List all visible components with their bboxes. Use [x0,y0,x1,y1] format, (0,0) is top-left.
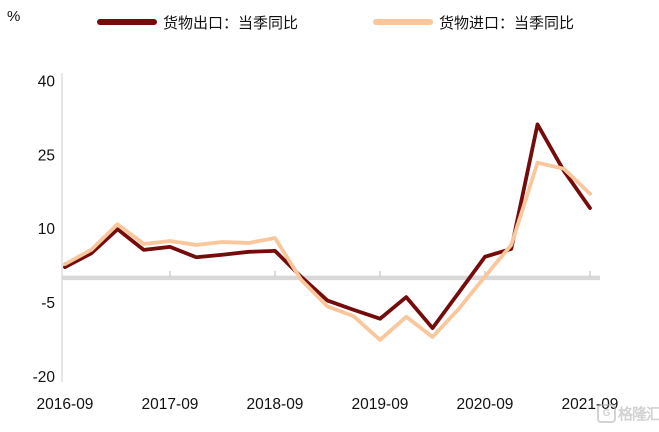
legend: 货物出口：当季同比 货物进口：当季同比 [0,12,659,34]
watermark: G 格隆汇 [597,403,659,424]
y-axis-tick-label: -5 [41,295,55,312]
legend-item-import: 货物进口：当季同比 [373,12,574,32]
y-axis-tick-label: 25 [38,147,55,164]
x-axis-tick-label: 2019-09 [352,396,409,413]
x-axis-tick-label: 2020-09 [457,396,514,413]
y-axis-tick-label: 10 [38,221,56,238]
y-axis-tick-label: 40 [38,74,56,91]
x-axis-tick-label: 2017-09 [142,396,199,413]
x-axis-tick-label: 2016-09 [37,396,94,413]
import-line-swatch-icon [373,19,433,25]
x-axis-tick-label: 2018-09 [247,396,304,413]
legend-label-export: 货物出口：当季同比 [163,14,299,32]
legend-item-export: 货物出口：当季同比 [97,12,298,32]
export-line-swatch-icon [97,19,157,25]
watermark-logo-icon: G [597,404,616,423]
legend-label-import: 货物进口：当季同比 [439,14,575,32]
export-line-series [63,122,592,330]
y-axis-unit-label: % [7,8,21,25]
watermark-text: 格隆汇 [618,406,659,423]
x-axis-tick-label: 2021-09 [562,396,619,413]
import-line-series [63,160,592,342]
y-axis-tick-label: -20 [33,369,56,386]
